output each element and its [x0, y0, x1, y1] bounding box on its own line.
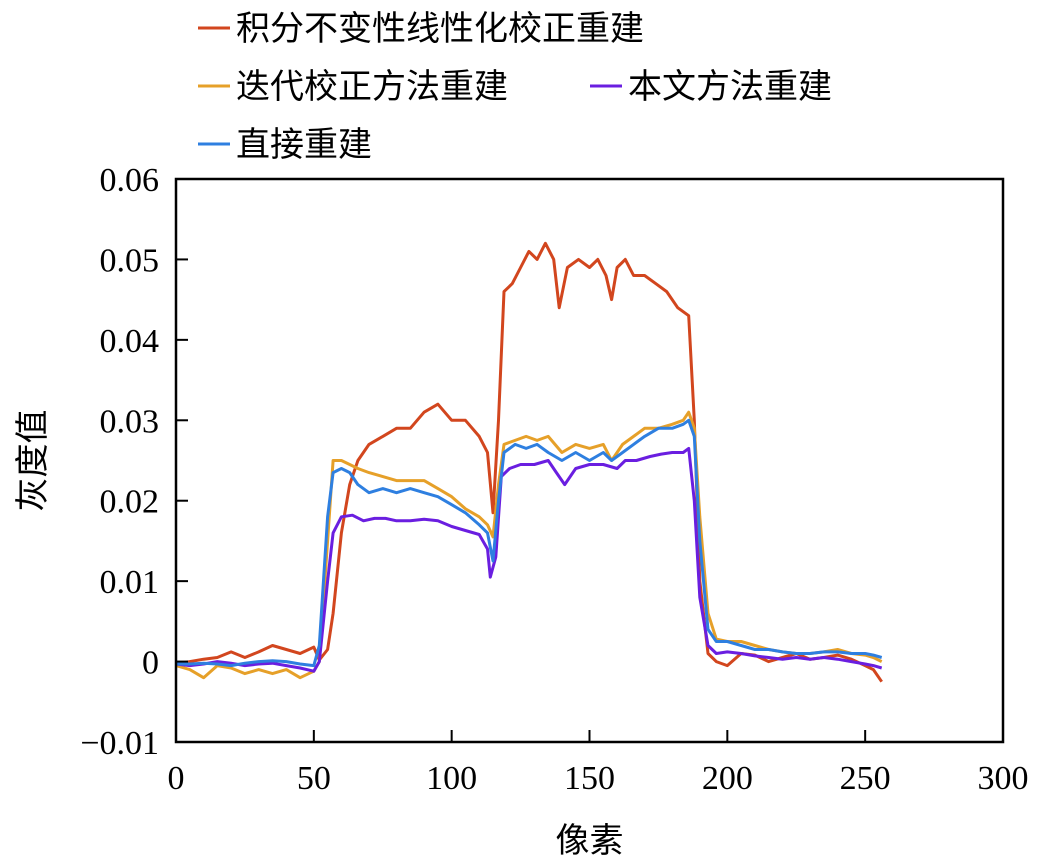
y-tick-label: 0.02 — [100, 484, 160, 521]
series-line-1 — [175, 241, 883, 683]
x-axis-ticks: 0 50 100 150 200 250 300 — [168, 730, 1029, 797]
y-tick-label: 0.01 — [100, 564, 160, 601]
series-line-4 — [176, 418, 883, 668]
y-tick-label: 0.04 — [100, 323, 160, 360]
y-tick-label: −0.01 — [80, 725, 159, 762]
x-tick-label: 0 — [168, 760, 185, 797]
x-axis-title: 像素 — [556, 822, 624, 860]
x-tick-label: 300 — [978, 760, 1029, 797]
series-line-3 — [175, 446, 883, 673]
x-tick-label: 250 — [840, 760, 891, 797]
series-line-2 — [175, 410, 883, 680]
x-tick-label: 200 — [702, 760, 753, 797]
legend-label: 直接重建 — [236, 125, 372, 165]
y-tick-label: 0.06 — [100, 162, 160, 199]
y-tick-label: 0 — [142, 645, 159, 682]
x-tick-label: 100 — [426, 760, 477, 797]
y-tick-label: 0.03 — [100, 403, 160, 440]
legend-label: 积分不变性线性化校正重建 — [236, 9, 644, 49]
y-tick-label: 0.05 — [100, 242, 160, 279]
x-tick-label: 50 — [297, 760, 331, 797]
y-axis-title: 灰度值 — [14, 410, 52, 512]
y-axis-ticks: −0.01 0 0.01 0.02 0.03 0.04 0.05 0.06 — [80, 162, 188, 762]
series-lines — [175, 241, 883, 683]
legend-label: 本文方法重建 — [628, 67, 832, 107]
legend-label: 迭代校正方法重建 — [236, 67, 508, 107]
x-tick-label: 150 — [564, 760, 615, 797]
